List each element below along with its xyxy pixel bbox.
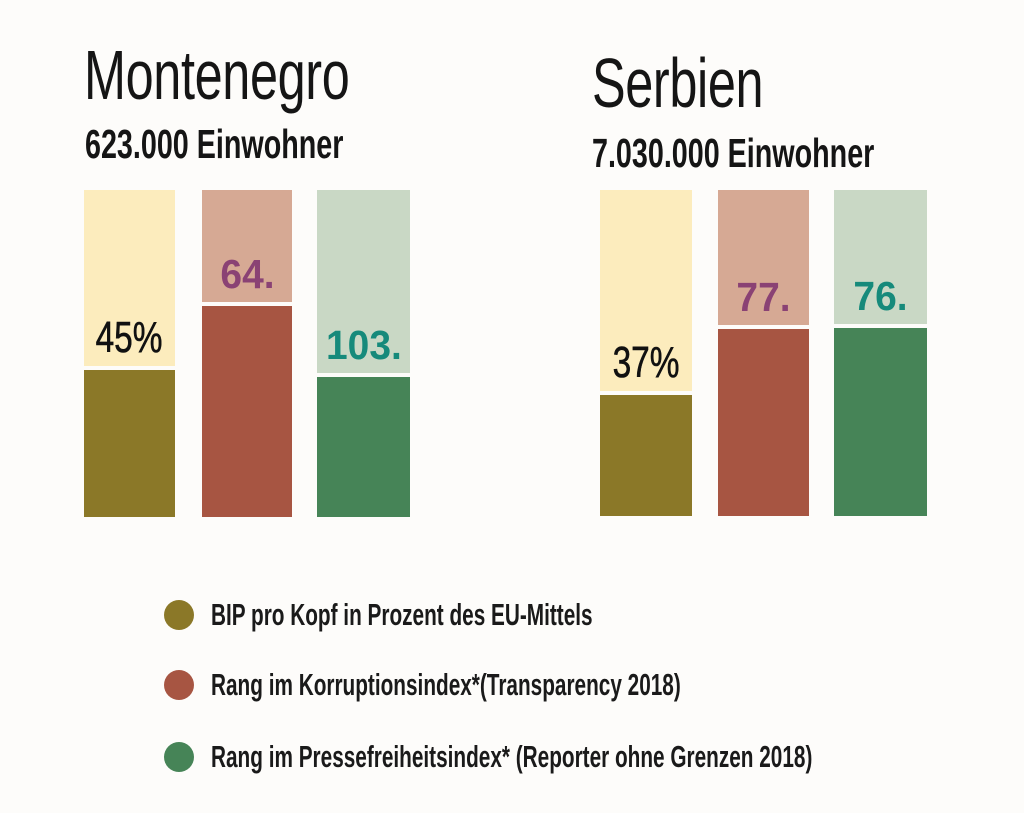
- bar-fill: [718, 329, 809, 516]
- bar-background: [600, 190, 692, 391]
- bar-background: [317, 190, 410, 373]
- country-title-serbien: Serbien: [592, 44, 764, 122]
- bar-fill: [84, 370, 175, 517]
- bar-value-label: 64.: [219, 251, 275, 297]
- legend-dot-icon: [164, 742, 194, 772]
- bar-fill: [202, 306, 292, 517]
- bar-background: [202, 190, 292, 302]
- bar-serbien-pressefreiheit: 76.: [834, 190, 927, 516]
- legend-item-bip: BIP pro Kopf in Prozent des EU-Mittels: [164, 598, 964, 634]
- country-title-montenegro: Montenegro: [84, 36, 350, 114]
- bar-montenegro-bip: 45%: [84, 190, 175, 517]
- bar-value-label: 76.: [853, 273, 908, 319]
- bar-montenegro-korruption: 64.: [202, 190, 292, 517]
- bar-value-label: 45%: [96, 313, 163, 362]
- legend-item-pressefreiheit: Rang im Pressefreiheitsindex* (Reporter …: [164, 740, 964, 776]
- bar-background: [84, 190, 175, 366]
- bar-value-label: 37%: [612, 338, 680, 387]
- bar-fill: [317, 377, 410, 517]
- bar-serbien-bip: 37%: [600, 190, 692, 516]
- population-montenegro: 623.000 Einwohner: [85, 121, 344, 167]
- legend-item-korruption: Rang im Korruptionsindex*(Transparency 2…: [164, 668, 964, 704]
- legend-dot-icon: [164, 670, 194, 700]
- legend-label: Rang im Korruptionsindex*(Transparency 2…: [211, 667, 681, 702]
- legend-label: Rang im Pressefreiheitsindex* (Reporter …: [211, 739, 813, 774]
- legend-dot-icon: [164, 600, 194, 630]
- bar-value-label: 103.: [325, 322, 402, 368]
- bar-montenegro-pressefreiheit: 103.: [317, 190, 410, 517]
- population-serbien: 7.030.000 Einwohner: [592, 130, 875, 176]
- legend-label: BIP pro Kopf in Prozent des EU-Mittels: [211, 597, 593, 632]
- bar-background: [834, 190, 927, 324]
- bar-background: [718, 190, 809, 325]
- bar-fill: [600, 395, 692, 516]
- bar-fill: [834, 328, 927, 516]
- bar-serbien-korruption: 77.: [718, 190, 809, 516]
- bar-value-label: 77.: [736, 274, 791, 320]
